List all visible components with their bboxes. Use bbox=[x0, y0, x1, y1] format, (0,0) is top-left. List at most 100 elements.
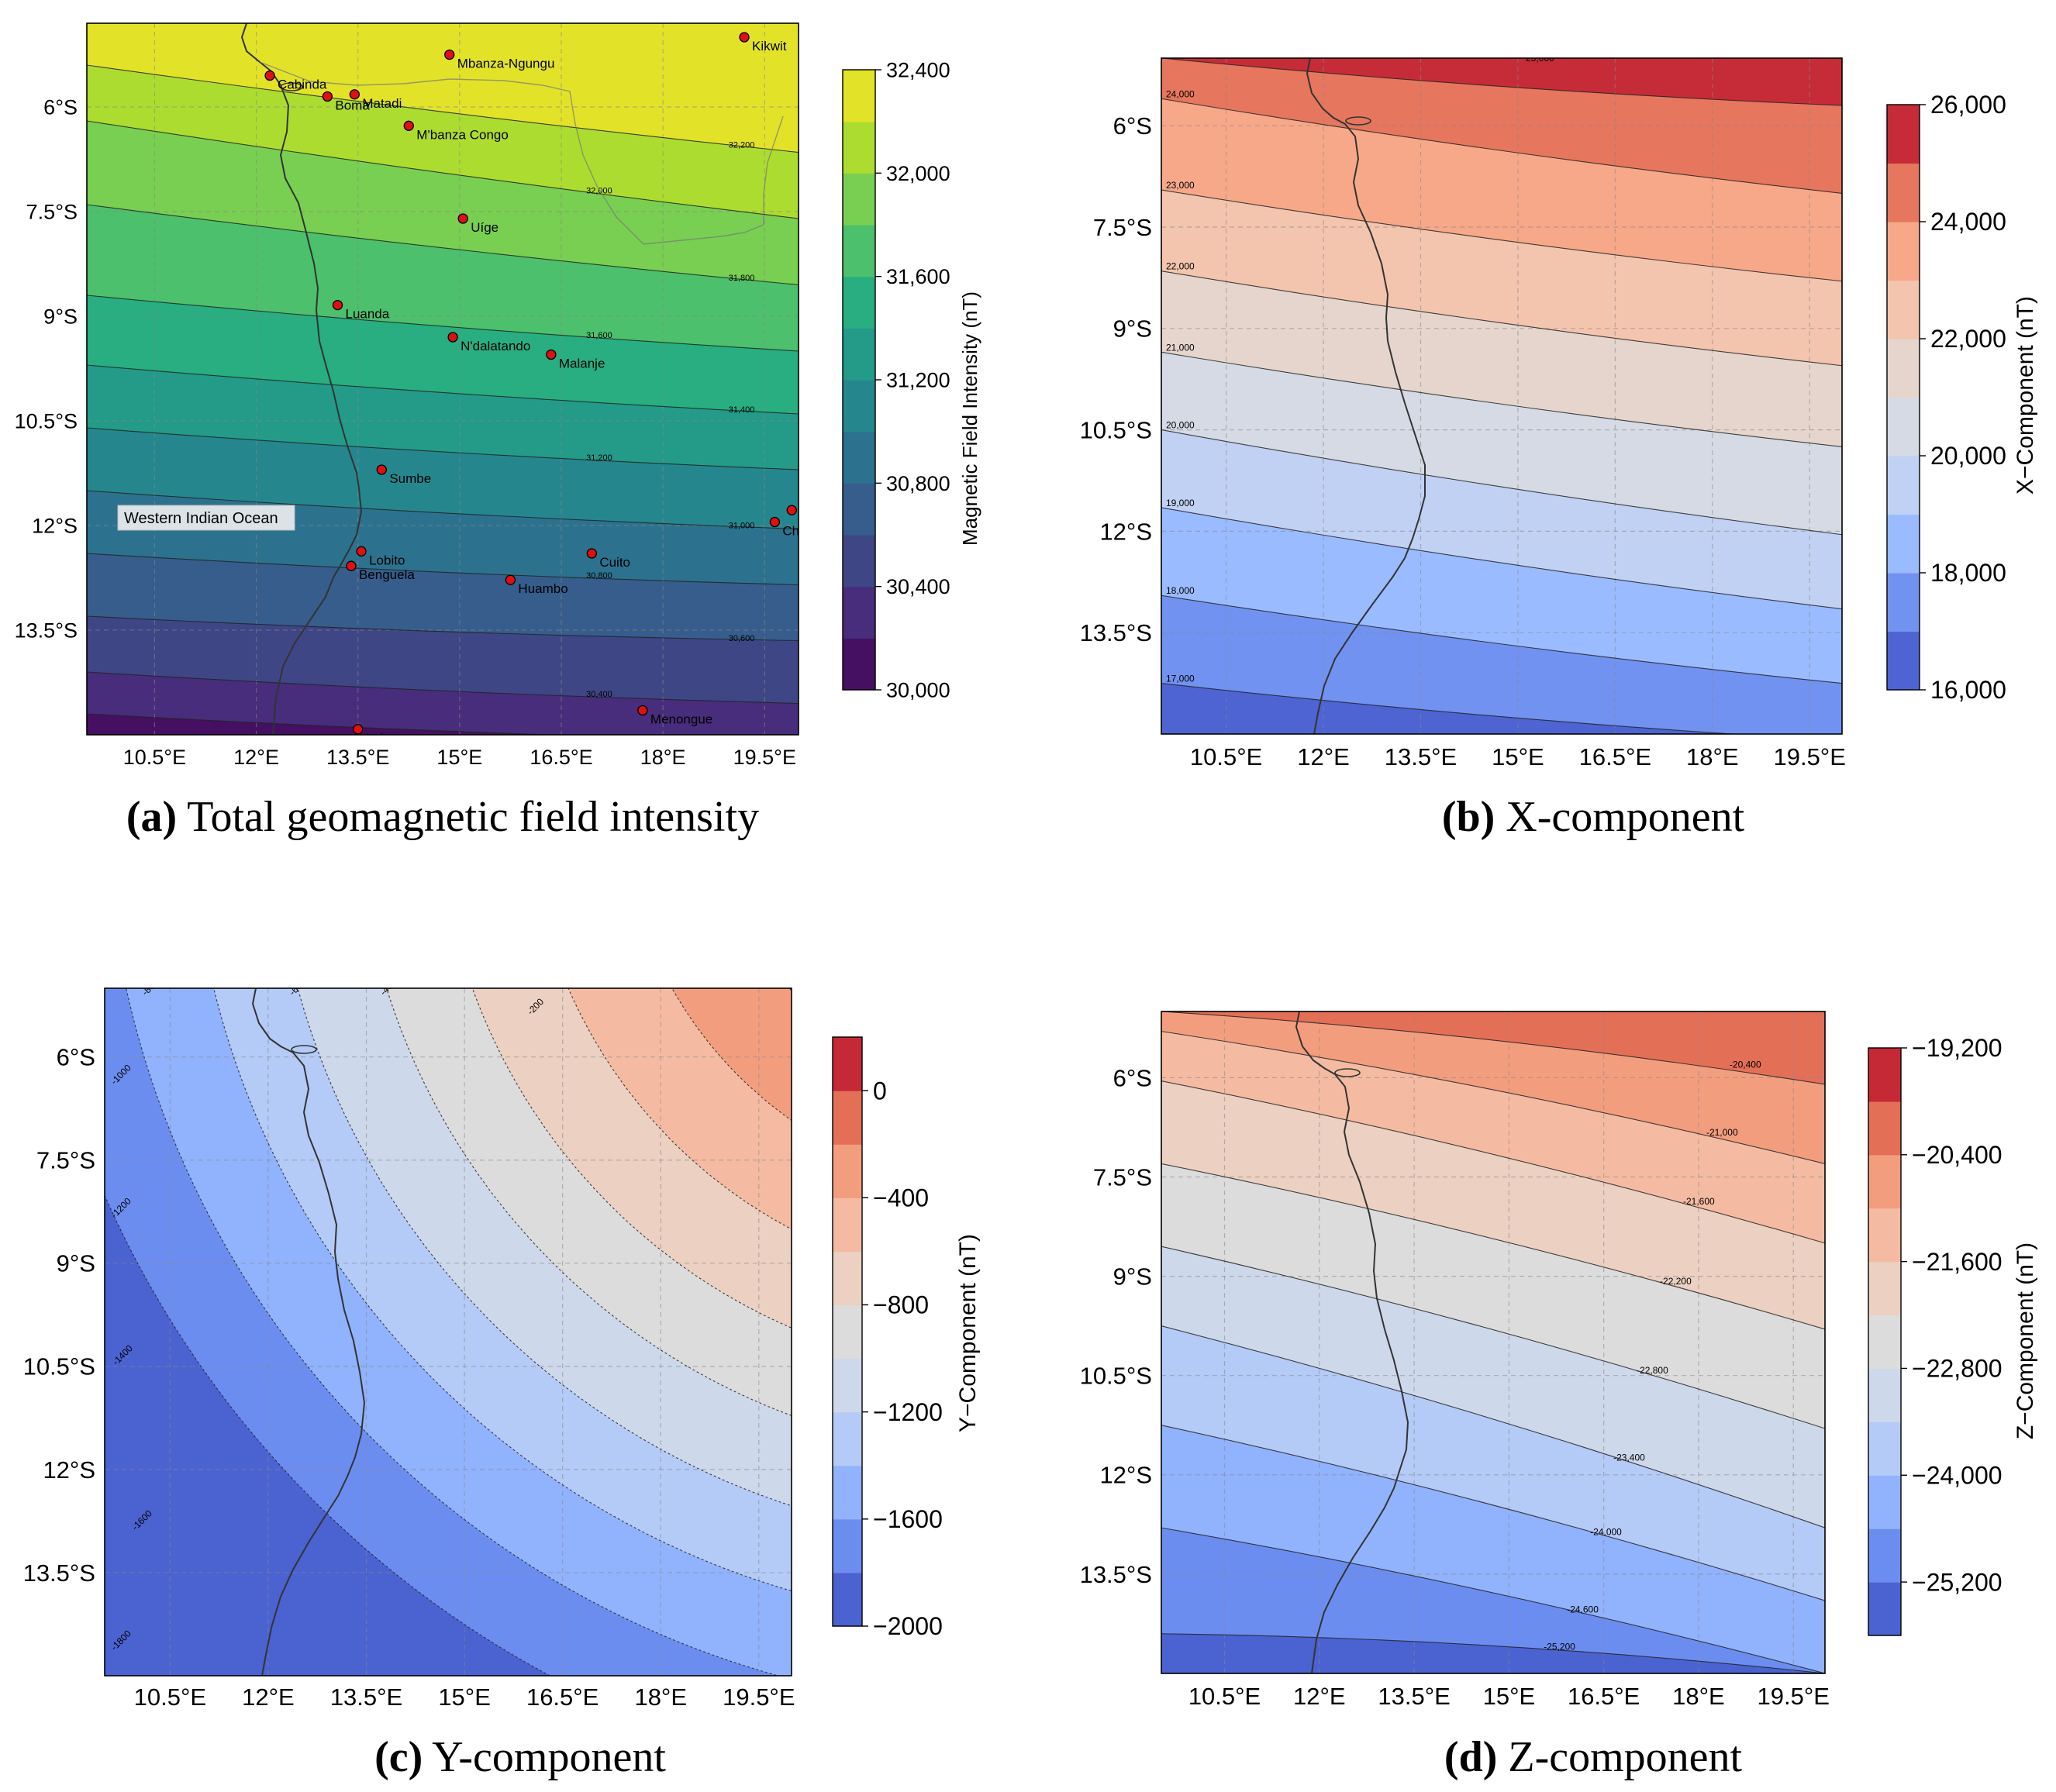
b-x-tick-label: 18°E bbox=[1686, 743, 1739, 770]
panel-c-band bbox=[671, 988, 792, 1121]
c-x-tick-label: 18°E bbox=[634, 1683, 687, 1711]
annotation-box: Western Indian Ocean bbox=[117, 505, 295, 531]
c-colorbar-segment bbox=[833, 1251, 862, 1306]
a-band bbox=[87, 23, 799, 153]
panel-a-contour-label: 31,200 bbox=[586, 453, 612, 463]
city-label: Cuito bbox=[599, 555, 630, 570]
a-colorbar-segment bbox=[843, 328, 875, 381]
panel-c-contour-line bbox=[830, 597, 1217, 984]
d-colorbar-segment bbox=[1868, 1208, 1901, 1263]
b-x-tick-label: 16.5°E bbox=[1579, 743, 1651, 770]
d-x-tick-label: 12°E bbox=[1293, 1683, 1346, 1710]
panel-c-field: -800 -600 -400-200-1000-1200-1400-1600-180… bbox=[105, 597, 1217, 1676]
panel-a-contour-label: 31,000 bbox=[729, 522, 755, 531]
panel-c-river-mouth bbox=[291, 1045, 317, 1054]
d-x-tick-label: 13.5°E bbox=[1378, 1683, 1450, 1710]
a-colorbar-tick-label: 30,800 bbox=[886, 472, 950, 495]
d-x-tick-label: 16.5°E bbox=[1568, 1683, 1640, 1710]
a-contour-line bbox=[87, 120, 799, 219]
panel-b-color-bands bbox=[1161, 58, 1842, 734]
city-label: Mbanza-Ngungu bbox=[457, 57, 555, 71]
b-colorbar-tick-label: 16,000 bbox=[1930, 676, 2006, 704]
city-marker bbox=[376, 464, 387, 475]
panel-b-field: 25,000 24,000 23,000 22,000 21,000 20,000 19,0… bbox=[1161, 58, 1842, 734]
a-contour-line bbox=[87, 671, 799, 705]
a-contour-line bbox=[87, 713, 561, 735]
panel-c: -800 -600 -400-200-1000-1200-1400-1600-180… bbox=[23, 597, 1217, 1781]
panel-a-contour-label: 30,600 bbox=[729, 634, 755, 643]
panel-a-river-mouth bbox=[280, 82, 303, 91]
city-label: Benguela bbox=[359, 567, 415, 582]
b-y-tick-label: 6°S bbox=[1113, 112, 1152, 140]
panel-d-colorbar-label: Z−Component (nT) bbox=[2013, 1242, 2038, 1439]
c-colorbar-tick-label: −1600 bbox=[873, 1505, 943, 1533]
c-y-tick-label: 7.5°S bbox=[36, 1147, 95, 1174]
annotation-label: Western Indian Ocean bbox=[124, 510, 278, 527]
panel-b-caption: (b) X-component bbox=[1442, 793, 1745, 841]
city-marker bbox=[586, 548, 597, 559]
panel-a: 32,200 32,000 31,800 31,600 31,400 31,200 31,0… bbox=[15, 22, 981, 841]
panel-d-coastline bbox=[1295, 1011, 1409, 1673]
d-contour-line bbox=[1161, 1163, 1825, 1330]
b-colorbar-tick-label: 20,000 bbox=[1930, 442, 2006, 470]
c-x-tick-label: 15°E bbox=[438, 1683, 491, 1711]
b-x-tick-label: 15°E bbox=[1492, 743, 1544, 770]
panel-b-caption-letter: (b) bbox=[1442, 793, 1495, 841]
c-colorbar-segment bbox=[833, 1091, 862, 1145]
a-colorbar-tick-label: 30,000 bbox=[886, 678, 950, 701]
city-label: Boma bbox=[335, 98, 370, 113]
a-colorbar-tick-label: 31,200 bbox=[886, 368, 950, 391]
b-colorbar-tick-label: 18,000 bbox=[1930, 559, 2006, 587]
panel-b-colorbar-label: X−Component (nT) bbox=[2013, 296, 2038, 495]
b-y-tick-label: 7.5°S bbox=[1093, 214, 1152, 241]
panel-b-river-mouth bbox=[1345, 116, 1371, 126]
panel-c-colorbar-label: Y−Component (nT) bbox=[955, 1234, 981, 1432]
a-contour-line bbox=[87, 364, 799, 415]
city-marker bbox=[353, 724, 364, 735]
panel-b-contour-label: 22,000 bbox=[1166, 261, 1195, 272]
b-band bbox=[1161, 58, 1842, 106]
d-contour-line bbox=[1161, 1011, 1825, 1012]
panel-d-frame bbox=[1161, 1011, 1826, 1674]
b-colorbar-frame bbox=[1886, 104, 1920, 691]
panel-a-contour-label: 32,000 bbox=[586, 187, 612, 196]
d-colorbar-segment bbox=[1868, 1315, 1901, 1370]
city-label: Luanda bbox=[345, 307, 389, 322]
b-x-tick-label: 10.5°E bbox=[1190, 743, 1262, 770]
city-marker bbox=[264, 70, 275, 81]
city-label: Matadi bbox=[362, 96, 402, 111]
panel-d-caption-letter: (d) bbox=[1444, 1733, 1497, 1781]
a-x-tick-label: 10.5°E bbox=[123, 746, 186, 769]
d-contour-line bbox=[1161, 1080, 1825, 1244]
panel-c-coastline bbox=[251, 988, 366, 1676]
panel-b-coastline bbox=[1306, 58, 1426, 734]
panel-b-x-ticks: 10.5°E 12°E 13.5°E 15°E 16.5°E 18°E 19.5°E bbox=[1190, 743, 1846, 770]
b-x-tick-label: 13.5°E bbox=[1385, 743, 1457, 770]
a-colorbar-tick-label: 31,600 bbox=[886, 265, 950, 288]
d-contour-line bbox=[1161, 1011, 1825, 1085]
d-colorbar-frame bbox=[1868, 1047, 1902, 1636]
d-y-tick-label: 12°S bbox=[1099, 1462, 1152, 1489]
b-y-tick-label: 12°S bbox=[1099, 518, 1152, 545]
d-colorbar-segment bbox=[1868, 1582, 1901, 1636]
c-y-tick-label: 12°S bbox=[43, 1456, 95, 1484]
b-x-tick-label: 19.5°E bbox=[1773, 743, 1845, 770]
b-colorbar-segment bbox=[1887, 105, 1920, 164]
panel-a-contour-label: 31,800 bbox=[729, 274, 755, 283]
city-marker bbox=[447, 332, 458, 343]
b-colorbar-segment bbox=[1887, 397, 1920, 457]
city-marker bbox=[332, 299, 343, 311]
a-y-tick-label: 12°S bbox=[32, 514, 78, 537]
c-colorbar-segment bbox=[833, 1358, 862, 1413]
c-x-tick-label: 19.5°E bbox=[723, 1683, 795, 1711]
panel-a-contour-label: 30,400 bbox=[586, 690, 612, 699]
b-y-tick-label: 13.5°S bbox=[1080, 619, 1152, 646]
panel-b-contour-label: 19,000 bbox=[1166, 498, 1195, 508]
panel-c-x-ticks: 10.5°E 12°E 13.5°E 15°E 16.5°E 18°E 19.5°E bbox=[134, 1683, 795, 1711]
d-y-tick-label: 6°S bbox=[1113, 1064, 1152, 1091]
panel-d-x-ticks: 10.5°E 12°E 13.5°E 15°E 16.5°E 18°E 19.5°E bbox=[1188, 1683, 1830, 1710]
a-y-tick-label: 6°S bbox=[43, 95, 78, 119]
c-colorbar-frame bbox=[832, 1036, 863, 1627]
a-x-tick-label: 13.5°E bbox=[326, 746, 389, 769]
